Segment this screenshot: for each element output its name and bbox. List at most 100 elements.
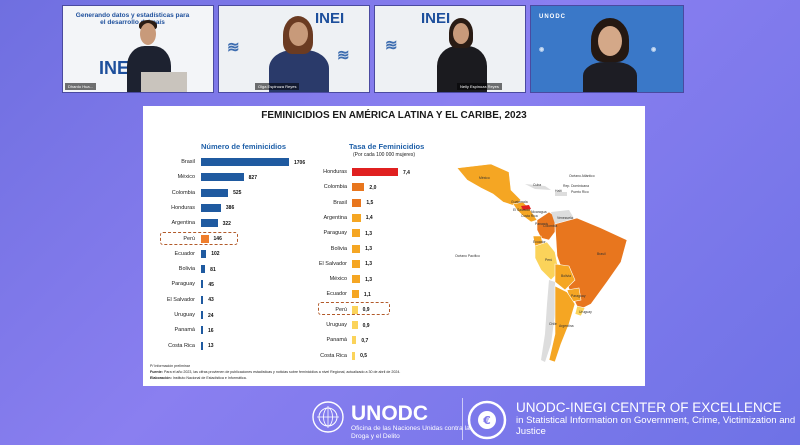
chart-1-bar: [201, 249, 207, 258]
chart-2-subtitle: (Por cada 100 000 mujeres): [353, 152, 415, 158]
chart-2-category-label: Perú: [335, 306, 347, 313]
chart-1-value-label: 24: [208, 312, 214, 319]
chart-1-value-label: 45: [208, 281, 214, 288]
chart-2-bar: [352, 351, 356, 360]
map-uruguay: [574, 305, 586, 317]
map-chile: [541, 280, 555, 362]
map-label: Rep. Dominicana: [563, 184, 590, 188]
chart-1-category-label: Perú: [183, 235, 195, 242]
chart-2-title: Tasa de Feminicidios: [349, 142, 425, 151]
chart-2-value-label: 1,3: [365, 261, 373, 268]
map-label: El Salvador: [513, 208, 531, 212]
inei-logo-secondary: ≋: [385, 37, 398, 54]
map-label: Puerto Rico: [571, 190, 589, 194]
chart-2-value-label: 1,3: [365, 230, 373, 237]
map-label: Bolivia: [561, 274, 571, 278]
chart-1-bar: [201, 188, 229, 197]
chart-2-category-label: Colombia: [323, 184, 347, 191]
map-bolivia: [554, 263, 576, 291]
chart-2-category-label: Bolivia: [330, 245, 347, 252]
chart-2-bar: [352, 213, 361, 222]
chart-1-category-label: Costa Rica: [168, 342, 195, 349]
map-label: Cuba: [533, 183, 542, 187]
chart-2-bar: [352, 183, 365, 192]
coe-title: UNODC-INEGI CENTER OF EXCELLENCE: [516, 400, 782, 415]
chart-1-bar: [201, 219, 218, 228]
chart-2-category-label: El Salvador: [318, 260, 347, 267]
footnote-prelim: P/ Información preliminar: [150, 364, 190, 368]
speaker-body: [583, 62, 637, 92]
chart-1-category-label: Uruguay: [174, 312, 195, 318]
footnote-elab: Elaboración: Instituto Nacional de Estad…: [150, 376, 247, 380]
chart-2-value-label: 0,7: [361, 337, 369, 344]
chart-2-value-label: 1,1: [363, 291, 371, 298]
chart-1-bar: [201, 311, 203, 319]
chart-1-value-label: 386: [225, 205, 235, 212]
podium: [141, 72, 187, 92]
chart-2-value-label: 0,5: [360, 353, 368, 360]
unodc-wordmark: UNODC: [351, 402, 428, 425]
inei-logo: INEI: [421, 10, 451, 27]
chart-2-category-label: Panamá: [326, 337, 348, 344]
chart-1-category-label: México: [177, 174, 195, 181]
chart-1-bar: [201, 295, 204, 304]
map-label: Argentina: [559, 324, 574, 328]
chart-2-category-label: Brasil: [333, 199, 347, 206]
video-tile-speaker-1[interactable]: Generando datos y estadísticas para el d…: [62, 5, 214, 93]
chart-1-category-label: Ecuador: [174, 250, 196, 257]
chart-1-bar: [201, 326, 203, 335]
chart-1-bar: [201, 265, 206, 274]
chart-2-category-label: Paraguay: [323, 230, 347, 237]
chart-1-value-label: 827: [248, 174, 257, 181]
unodc-backdrop-text-3: ◉: [651, 47, 657, 53]
inei-logo: INEI: [99, 58, 135, 78]
coe-divider: [462, 398, 463, 440]
chart-1-category-label: Colombia: [171, 189, 195, 196]
map-label: Haití: [555, 189, 562, 193]
footnote-source: Fuente: Para el año 2023, las cifras pro…: [150, 370, 401, 374]
chart-1-bar: [201, 341, 203, 350]
slide-title: FEMINICIDIOS EN AMÉRICA LATINA Y EL CARI…: [261, 110, 527, 121]
map-label: México: [479, 176, 490, 180]
map-label: Perú: [545, 258, 553, 262]
chart-2-bar: [352, 259, 361, 268]
chart-1-category-label: Bolivia: [178, 266, 195, 273]
chart-1-value-label: 146: [213, 236, 222, 242]
chart-1-value-label: 1706: [294, 159, 306, 166]
map-label: Venezuela: [557, 216, 573, 220]
video-tile-speaker-3[interactable]: INEI ≋ Nelly Espinoza Reyes: [374, 5, 526, 93]
coe-subtitle: in Statistical Information on Government…: [516, 415, 796, 437]
speaker-head: [140, 23, 156, 45]
chart-2-category-label: Honduras: [323, 169, 347, 175]
map-cuba: [525, 184, 551, 190]
chart-1-category-label: Panamá: [174, 327, 196, 334]
chart-1-category-label: El Salvador: [166, 296, 195, 303]
chart-2-value-label: 1,4: [365, 215, 373, 222]
tile-caption: Dhardo Hua...: [65, 83, 96, 90]
chart-2-value-label: 0,9: [362, 322, 370, 329]
chart-1-bar: [201, 203, 221, 212]
chart-2-category-label: Argentina: [323, 214, 347, 221]
video-tile-speaker-4[interactable]: UNODC ◉ ◉: [530, 5, 684, 93]
chart-1-category-label: Honduras: [171, 204, 195, 211]
video-tile-speaker-2[interactable]: INEI ≋ ≋ Olga Espinoza Reyes: [218, 5, 370, 93]
chart-1-value-label: 525: [233, 190, 242, 197]
chart-1-value-label: 81: [210, 266, 216, 273]
chart-2-bar: [352, 275, 361, 284]
map-hispaniola: [555, 192, 567, 196]
chart-2-value-label: 1,5: [366, 200, 374, 207]
coe-logo-icon: €: [467, 400, 507, 440]
chart-2-value-label: 0,9: [362, 307, 370, 314]
map-label: Costa Rica: [521, 214, 538, 218]
chart-2-bar: [352, 244, 361, 253]
speaker-head: [453, 23, 469, 44]
chart-2-bar: [352, 168, 398, 176]
chart-1-bar: [201, 158, 289, 166]
chart-2-category-label: Costa Rica: [320, 352, 347, 359]
chart-2-value-label: 1,3: [365, 276, 373, 283]
chart-1-value-label: 16: [208, 327, 214, 334]
peru-highlight-box-2: [318, 302, 390, 315]
chart-1-value-label: 43: [208, 297, 214, 304]
map-label: Brasil: [597, 252, 606, 256]
chart-1-category-label: Argentina: [171, 220, 195, 227]
